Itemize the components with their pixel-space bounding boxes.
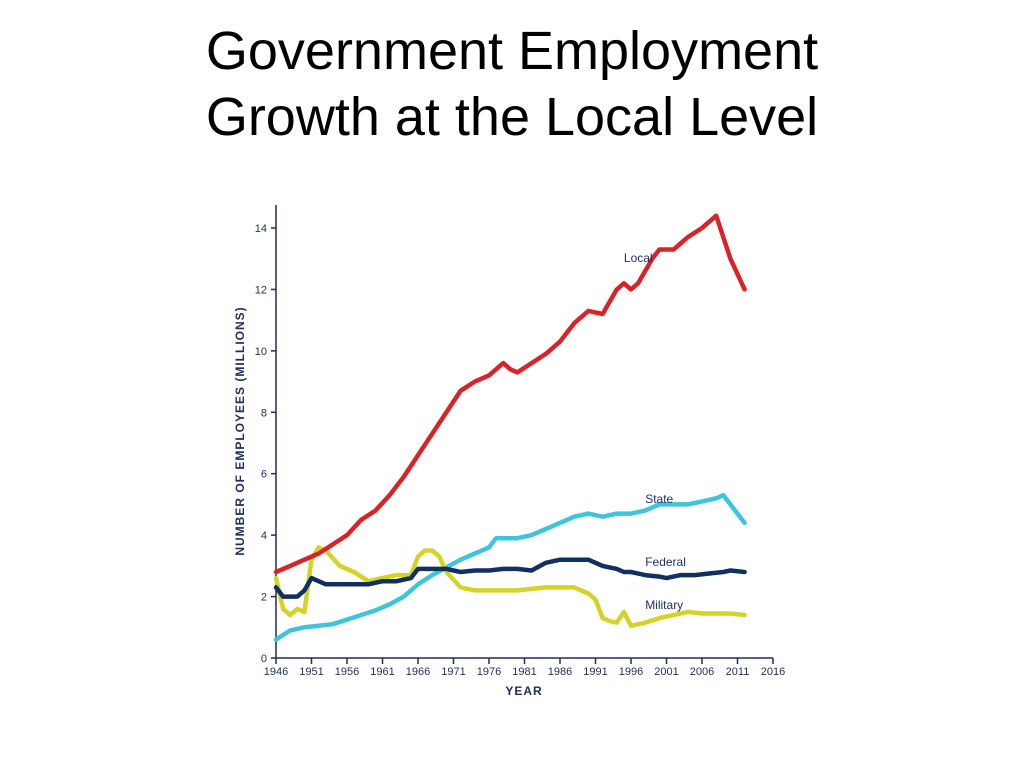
- x-tick-label: 1976: [477, 666, 501, 678]
- series-label-state: State: [645, 492, 673, 506]
- series-line-local: [273, 213, 747, 575]
- x-tick-label: 1971: [441, 666, 465, 678]
- series-label-federal: Federal: [645, 555, 686, 569]
- y-tick-label: 0: [261, 653, 267, 665]
- x-tick-label: 1966: [406, 666, 430, 678]
- chart-series-labels: State Military Federal Local: [624, 251, 686, 612]
- y-axis-title: NUMBER OF EMPLOYEES (MILLIONS): [233, 306, 247, 555]
- y-tick-label: 2: [261, 592, 267, 604]
- x-tick-label: 1981: [512, 666, 536, 678]
- x-tick-label: 2016: [761, 666, 785, 678]
- series-line-state: [273, 492, 747, 642]
- title-line-2: Growth at the Local Level: [205, 87, 819, 147]
- x-axis-title: YEAR: [505, 684, 542, 698]
- x-tick-label: 2011: [726, 666, 750, 678]
- y-tick-label: 6: [261, 469, 267, 481]
- y-tick-label: 12: [255, 284, 267, 296]
- slide-title: Government Employment Growth at the Loca…: [0, 18, 1024, 150]
- x-tick-label: 1961: [370, 666, 394, 678]
- y-tick-label: 10: [255, 346, 267, 358]
- series-label-military: Military: [645, 598, 683, 612]
- y-tick-label: 4: [261, 530, 267, 542]
- series-label-local: Local: [624, 251, 653, 265]
- chart-axes: 0 2 4 6 8 10 12 14 1946 1951 1956 1961 1966 1971 1976 1…: [255, 205, 785, 678]
- series-line-federal: [273, 557, 747, 599]
- x-tick-label: 2001: [654, 666, 678, 678]
- x-tick-label: 1956: [335, 666, 359, 678]
- x-tick-label: 1991: [583, 666, 607, 678]
- x-tick-label: 1986: [548, 666, 572, 678]
- chart-series-lines: [273, 213, 747, 642]
- x-tick-label: 1946: [264, 666, 288, 678]
- title-line-1: Government Employment: [205, 21, 819, 81]
- x-tick-label: 2006: [690, 666, 714, 678]
- x-tick-label: 1951: [299, 666, 323, 678]
- y-tick-label: 14: [255, 223, 267, 235]
- y-tick-label: 8: [261, 407, 267, 419]
- x-tick-label: 1996: [619, 666, 643, 678]
